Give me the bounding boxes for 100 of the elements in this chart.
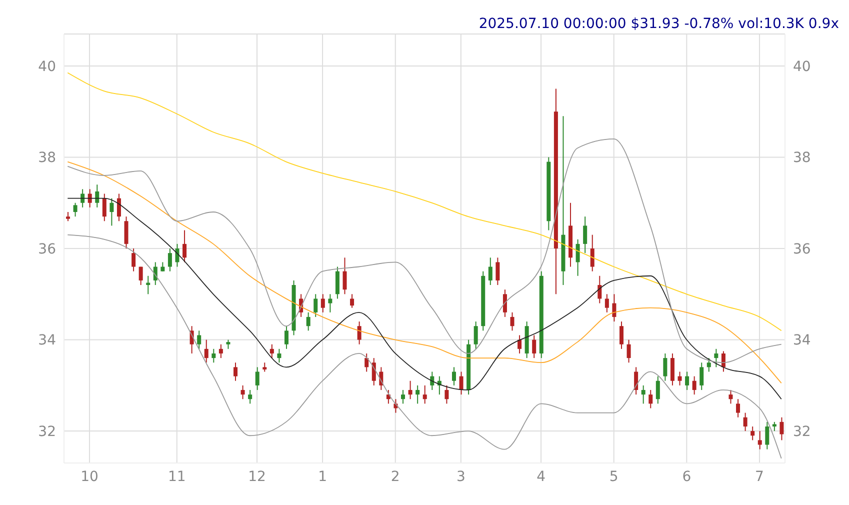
candlestick [73, 202, 78, 218]
candlestick [95, 184, 100, 208]
candlestick [182, 230, 187, 263]
candlestick [670, 352, 674, 386]
candlestick [277, 348, 282, 364]
candlestick [240, 384, 245, 400]
candlestick [474, 321, 478, 350]
candlestick [706, 358, 711, 372]
line-series [67, 198, 782, 400]
candlestick [656, 376, 660, 404]
candlestick [110, 198, 114, 226]
candlestick [765, 421, 770, 450]
candlestick [255, 366, 260, 390]
candlestick [88, 188, 92, 208]
candlestick [444, 384, 449, 404]
candlestick [496, 257, 500, 286]
x-tick-label: 10 [80, 468, 98, 485]
candlestick [218, 344, 223, 359]
candlestick [743, 412, 748, 432]
x-tick-label: 3 [456, 468, 466, 485]
candlestick [372, 358, 376, 386]
x-tick-label: 11 [168, 468, 186, 485]
candlestick [604, 294, 609, 313]
candlestick [678, 371, 682, 386]
candlestick [175, 243, 180, 268]
candlestick [197, 330, 202, 350]
candlestick [750, 426, 755, 441]
candlestick [320, 294, 325, 313]
candlestick [328, 294, 332, 313]
x-tick-label: 5 [609, 468, 618, 485]
y2-tick-label: 32 [793, 424, 811, 440]
candlestick [284, 326, 288, 350]
x-tick-label: 7 [755, 468, 764, 485]
line-series [67, 72, 782, 332]
candlestick [234, 362, 238, 382]
y-tick-label: 38 [38, 150, 56, 166]
y2-tick-label: 36 [793, 241, 811, 258]
y-tick-label: 34 [38, 332, 56, 349]
candlestick [612, 294, 616, 322]
x-tick-label: 12 [248, 468, 266, 485]
candlestick [714, 348, 718, 368]
y2-tick-label: 40 [793, 58, 811, 75]
candlestick [248, 389, 252, 404]
candlestick [102, 193, 106, 222]
y-tick-label: 32 [38, 424, 56, 440]
candlestick [452, 366, 456, 386]
candlestick [736, 398, 740, 418]
candlestick [488, 257, 492, 286]
candlestick [80, 188, 85, 208]
y-tick-label: 40 [38, 58, 56, 75]
candlestick [634, 366, 638, 396]
candlestick [66, 211, 70, 222]
candlestick [728, 389, 733, 404]
candlestick [459, 371, 464, 396]
candlestick [132, 248, 136, 272]
candlestick [146, 275, 150, 295]
candlestick [226, 339, 230, 350]
candlestick [598, 275, 602, 304]
y2-tick-label: 34 [793, 332, 811, 349]
y2-tick-label: 38 [793, 150, 811, 166]
candlestick [160, 262, 165, 272]
line-series [67, 161, 782, 384]
candlestick [314, 294, 318, 318]
candlestick [626, 339, 631, 364]
candlestick [502, 289, 507, 318]
candlestick [780, 416, 784, 441]
candlestick [262, 362, 267, 372]
candlestick [350, 294, 354, 308]
candlestick [758, 430, 762, 450]
x-tick-label: 2 [390, 468, 400, 485]
x-tick-label: 6 [682, 468, 692, 485]
candlestick [357, 321, 362, 345]
candlestick [124, 216, 128, 249]
candlestick [335, 266, 340, 300]
y-tick-label: 36 [38, 241, 56, 258]
candlestick [692, 376, 696, 396]
candlestick [342, 257, 347, 295]
candlestick [306, 312, 310, 332]
candlestick [204, 339, 208, 364]
line-series [67, 234, 782, 459]
candlestick [685, 371, 690, 390]
candlestick [422, 384, 427, 404]
candlestick [168, 248, 172, 272]
candlestick [401, 389, 406, 404]
x-tick-label: 4 [536, 468, 546, 485]
candlestick [510, 312, 514, 332]
candlestick [408, 380, 412, 400]
candlestick [583, 216, 588, 254]
x-tick-label: 1 [318, 468, 327, 485]
candlestick [772, 421, 776, 432]
chart-title: 2025.07.10 00:00:00 $31.93 -0.78% vol:10.3K 0.9x [478, 16, 839, 32]
candlestick [116, 193, 121, 222]
candlestick [416, 384, 420, 404]
candlestick [270, 344, 274, 359]
candlestick [590, 234, 594, 272]
candlestick [619, 321, 624, 350]
candlestick [364, 352, 369, 372]
candlestick [641, 384, 646, 404]
candlestick [532, 334, 536, 359]
candlestick [212, 348, 216, 364]
